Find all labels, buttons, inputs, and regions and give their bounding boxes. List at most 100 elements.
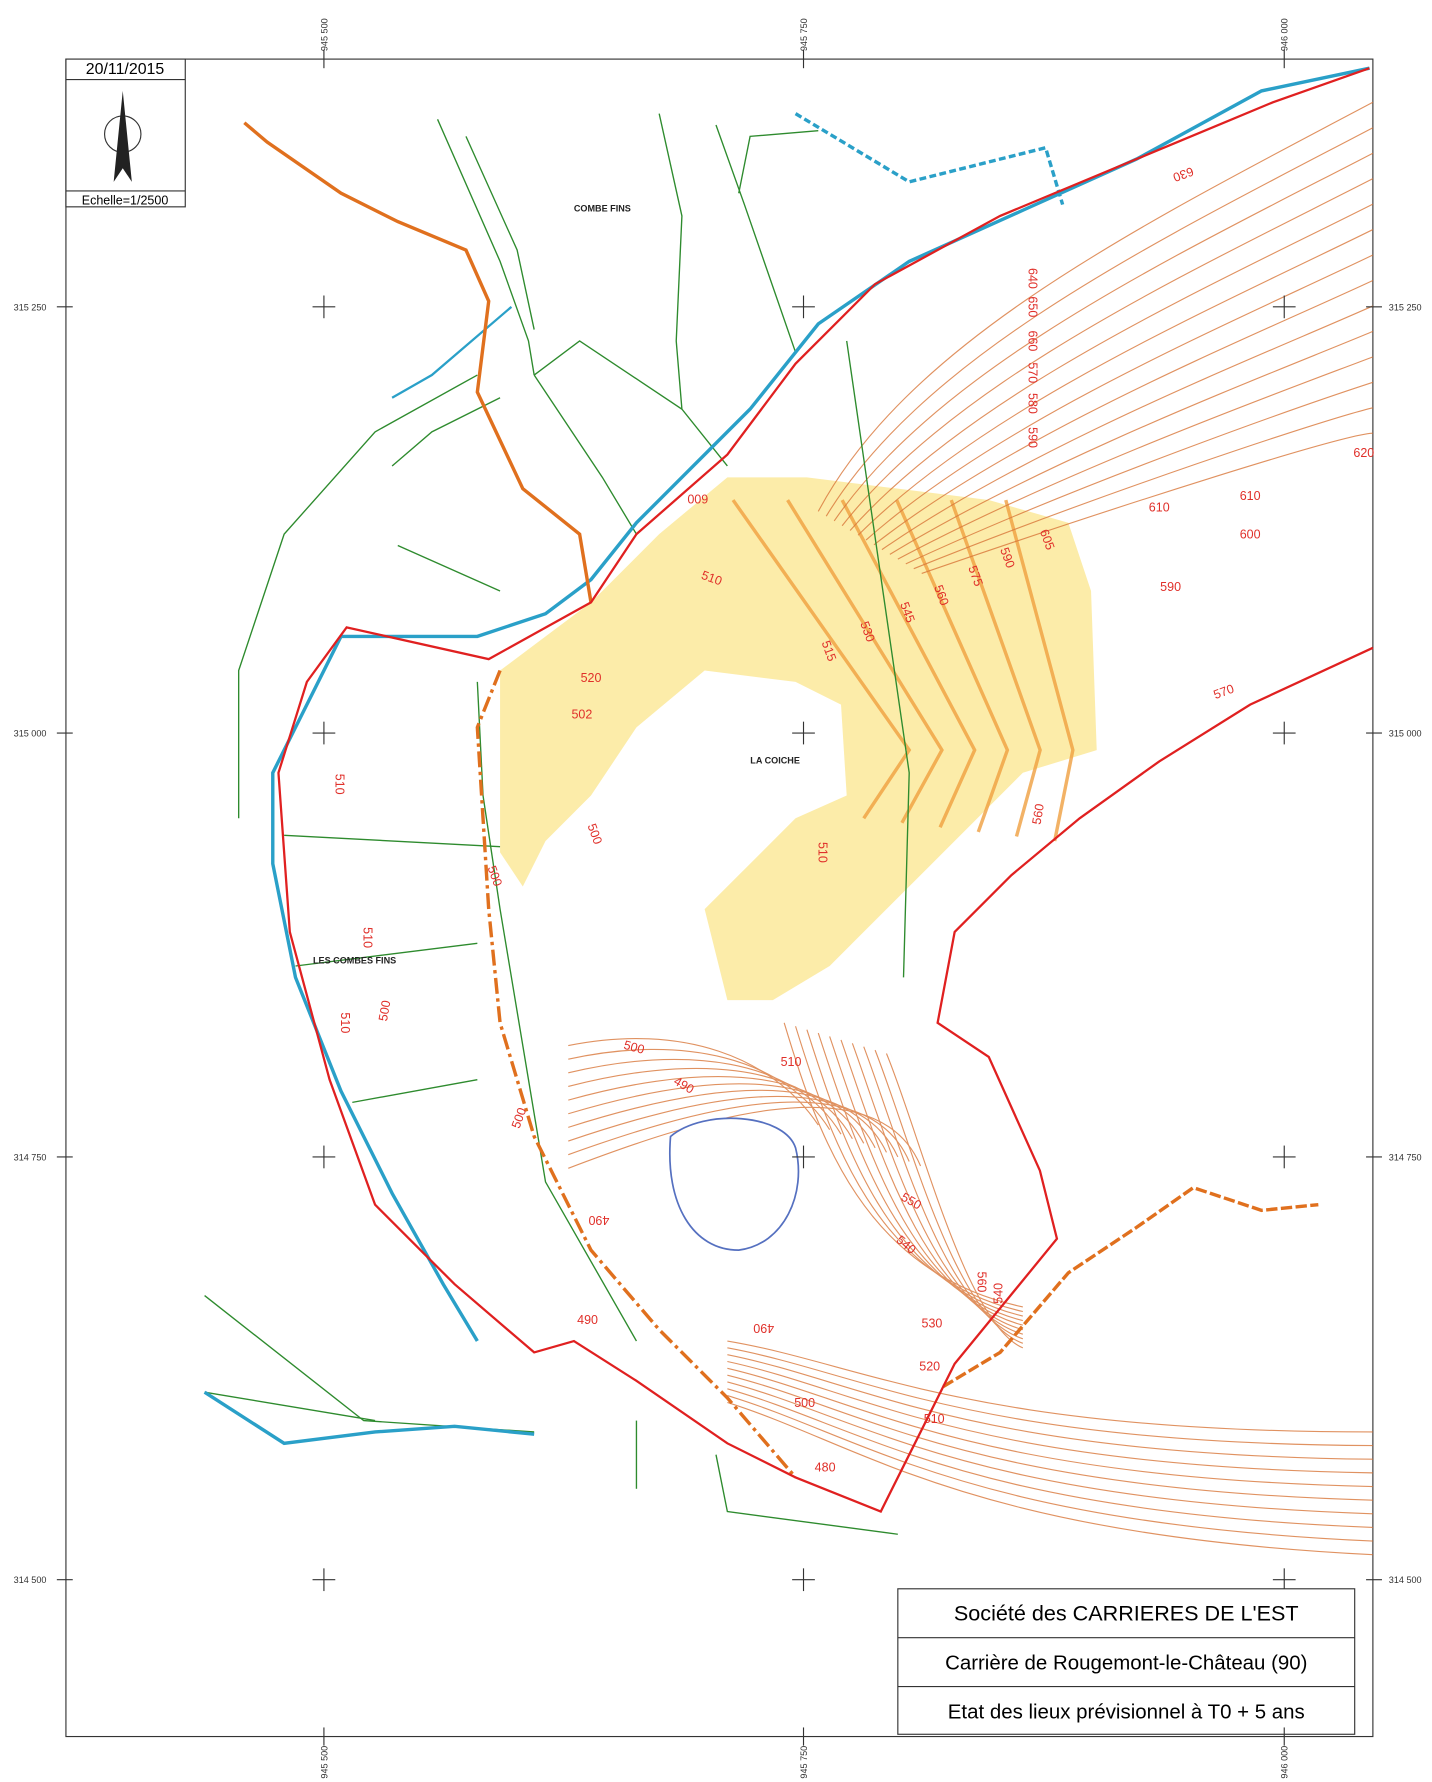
parcel-lines [204,113,910,1535]
contour [568,1101,910,1162]
contour [727,1360,1373,1474]
contour-label: 580 [1026,393,1040,414]
y-coordinate: 314 500 [1389,1575,1422,1585]
contour [889,330,1374,555]
contour [865,254,1374,541]
contour-label: 560 [931,583,951,607]
contour-label: 620 [1353,446,1374,460]
contour [727,1354,1373,1460]
contour [727,1347,1373,1447]
contour-label: 640 [1026,268,1040,289]
contour [727,1395,1373,1542]
y-coordinate: 315 000 [1389,728,1422,738]
y-coordinate: 314 750 [1389,1152,1422,1162]
y-coordinate: 315 250 [14,302,47,312]
terrace [840,499,977,829]
contour-label: 520 [919,1360,940,1374]
contour [795,1026,1023,1313]
contour-label: 510 [338,1012,352,1033]
contour-label: 530 [857,619,877,643]
contour [727,1388,1373,1528]
contour-label: 560 [1030,803,1047,826]
contour-label: 660 [1026,331,1040,352]
contour-label: 502 [571,707,592,721]
contour-label: 510 [781,1055,802,1069]
contour [885,1053,1024,1349]
contour [568,1067,853,1140]
contour-label: 510 [361,927,375,948]
company: Société des CARRIERES DE L'EST [954,1601,1299,1626]
terrace [786,499,944,824]
contour-label: 590 [1160,580,1181,594]
x-coordinate: 945 750 [799,18,809,51]
contour-label: 600 [1240,528,1261,542]
contour [817,1032,1023,1322]
roads [243,121,1319,1479]
contour-label: 490 [753,1321,774,1335]
scale: Echelle=1/2500 [82,194,169,208]
contour-label: 570 [1212,682,1236,702]
site-boundary [277,67,1374,1513]
x-coordinate: 945 500 [319,1746,329,1779]
contour [825,127,1374,517]
contour [905,381,1374,565]
contour [568,1038,819,1126]
contour [568,1083,876,1149]
site: Carrière de Rougemont-le-Château (90) [945,1651,1307,1674]
terrace [731,499,912,820]
contour-label: 530 [922,1316,943,1330]
place-name: LES COMBES FINS [313,956,396,966]
y-coordinate: 314 500 [14,1575,47,1585]
contour [568,1048,831,1130]
contour [881,305,1374,551]
y-coordinate: 315 250 [1389,302,1422,312]
title-block [897,1588,1356,1735]
contour [727,1340,1373,1433]
contour-label: 500 [794,1396,815,1410]
contour [873,279,1374,546]
y-coordinate: 314 750 [14,1152,47,1162]
x-coordinate: 945 500 [319,18,329,51]
contour-label: 510 [924,1412,945,1426]
contour-lines [568,101,1374,1556]
place-name: COMBE FINS [574,203,631,213]
contour-label: 650 [1026,296,1040,317]
x-coordinate: 946 000 [1280,18,1290,51]
contour [727,1401,1373,1556]
terrace [895,499,1010,833]
contour-label: 575 [965,564,985,588]
x-coordinate: 946 000 [1280,1746,1290,1779]
contour-label: 500 [376,999,393,1022]
contour [727,1367,1373,1488]
contour-label: 520 [581,671,602,685]
contour [568,1095,899,1158]
contour-label: 610 [1149,500,1170,514]
contour [568,1089,887,1153]
pond [668,1117,800,1251]
y-coordinate: 315 000 [14,728,47,738]
map-frame [65,58,1374,1738]
contour-label: 610 [1240,489,1261,503]
contour [857,229,1374,536]
contour-label: 490 [588,1213,609,1227]
contour [568,1106,922,1169]
contour-label: 500 [622,1038,646,1057]
contour-label: 490 [577,1313,598,1327]
contour-label: 545 [897,600,917,624]
contour-label: 510 [332,774,346,795]
state: Etat des lieux prévisionnel à T0 + 5 ans [948,1700,1305,1723]
contour [841,178,1374,527]
contour-label: 590 [1026,427,1040,448]
contour-label: 510 [699,568,723,588]
contour [849,203,1374,531]
contour-label: 500 [485,864,505,888]
contour-label: 560 [974,1272,988,1293]
contour [921,432,1373,575]
contour-label: 515 [819,639,839,663]
contour-label: 630 [1171,164,1195,184]
terraces [731,499,1075,842]
grid-crosses [312,295,1296,1592]
terrace [949,499,1042,837]
